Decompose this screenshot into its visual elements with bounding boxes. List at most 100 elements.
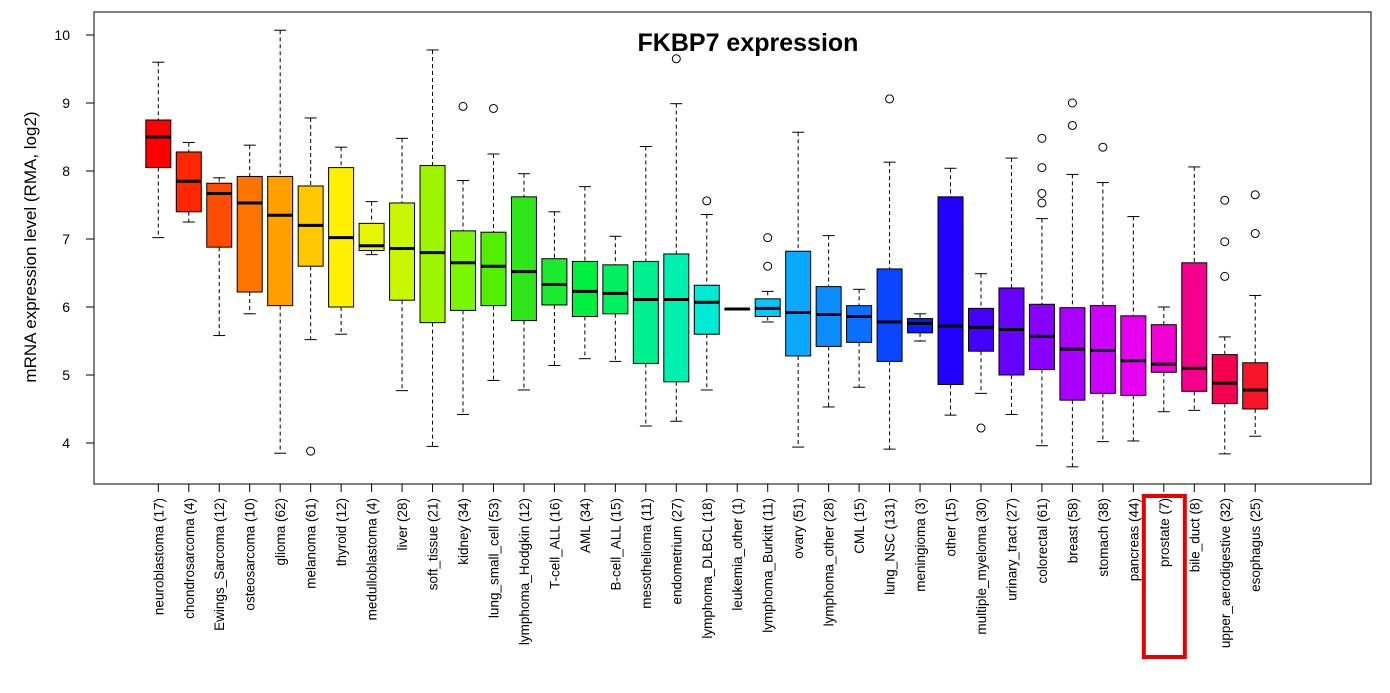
outlier-point: [1220, 271, 1230, 281]
box-body: [663, 253, 690, 383]
x-category-label: CML (15): [852, 498, 867, 554]
box-multiple-myeloma: [967, 273, 994, 433]
box-body: [267, 175, 294, 307]
box-body: [602, 264, 629, 315]
box-body: [389, 202, 416, 301]
x-category-label: multiple_myeloma (30): [974, 498, 989, 635]
x-category-label: glioma (62): [273, 498, 288, 566]
outlier-point: [1037, 163, 1047, 173]
box-aml: [571, 186, 598, 360]
x-category-label: thyroid (12): [334, 498, 349, 566]
box-body: [815, 286, 842, 347]
box-body: [998, 287, 1025, 376]
box-thyroid: [328, 146, 355, 335]
box-body: [937, 196, 964, 386]
box-body: [145, 119, 172, 169]
x-category-label: soft_tissue (21): [426, 498, 441, 590]
box-body: [541, 258, 568, 306]
box-chondrosarcoma: [175, 141, 202, 223]
box-colorectal: [1028, 133, 1055, 447]
outlier-point: [763, 233, 773, 243]
y-tick-label: 5: [62, 367, 70, 383]
outlier-point: [488, 103, 498, 113]
box-body: [785, 250, 812, 357]
x-category-label: osteosarcoma (10): [243, 498, 258, 611]
box-esophagus: [1242, 190, 1269, 437]
x-category-label: leukemia_other (1): [730, 498, 745, 611]
box-lymphoma-burkitt: [754, 233, 781, 323]
x-category-label: chondrosarcoma (4): [182, 498, 197, 619]
y-tick-label: 8: [62, 163, 70, 179]
box-kidney: [450, 101, 476, 415]
box-body: [967, 307, 994, 352]
x-category-label: AML (34): [578, 498, 593, 553]
x-category-label: B-cell_ALL (15): [608, 498, 623, 591]
box-neuroblastoma: [145, 61, 172, 239]
box-other: [937, 167, 964, 416]
box-mesothelioma: [632, 146, 659, 427]
box-body: [419, 165, 446, 324]
box-breast: [1059, 98, 1086, 468]
outlier-point: [1098, 142, 1108, 152]
y-tick-label: 4: [62, 435, 70, 451]
x-category-label: T-cell_ALL (16): [547, 498, 562, 589]
x-category-label: Ewings_Sarcoma (12): [212, 498, 227, 631]
outlier-point: [1037, 198, 1047, 208]
box-urinary-tract: [998, 157, 1025, 415]
x-category-label: liver (28): [395, 498, 410, 551]
x-category-label: upper_aerodigestive (32): [1218, 498, 1233, 648]
box-upper-aerodigestive: [1211, 195, 1238, 455]
box-body: [236, 175, 263, 293]
y-axis: 4 5 6 7 8 9 10: [54, 27, 94, 451]
outlier-point: [976, 423, 986, 433]
box-leukemia-other: [724, 307, 751, 311]
box-body: [1059, 307, 1086, 401]
x-category-label: esophagus (25): [1248, 498, 1263, 592]
box-b-cell-all: [602, 235, 629, 362]
x-category-label: lymphoma_other (28): [822, 498, 837, 626]
box-body: [480, 231, 507, 307]
outlier-point: [458, 101, 468, 111]
outlier-point: [1037, 133, 1047, 143]
outlier-point: [702, 196, 712, 206]
box-glioma: [267, 29, 294, 454]
outlier-point: [1250, 190, 1260, 200]
x-category-label: lung_NSC (131): [883, 498, 898, 595]
x-axis-labels: neuroblastoma (17) chondrosarcoma (4) Ewin…: [151, 484, 1263, 648]
box-body: [1181, 262, 1208, 392]
box-body: [907, 318, 934, 334]
outlier-point: [1220, 237, 1230, 247]
box-soft-tissue: [419, 49, 446, 447]
y-tick-label: 10: [54, 27, 70, 43]
highlight-frame: [1141, 494, 1187, 659]
x-category-label: mesothelioma (11): [639, 498, 654, 609]
x-category-label: prostate (7): [1157, 498, 1172, 567]
x-category-label: stomach (38): [1096, 498, 1111, 577]
outlier-point: [1220, 195, 1230, 205]
box-stomach: [1089, 142, 1116, 443]
outlier-point: [306, 446, 316, 456]
box-lung-small-cell: [480, 103, 507, 381]
plot-frame: [93, 11, 1372, 485]
box-liver: [389, 137, 416, 392]
box-bile-duct: [1181, 166, 1208, 411]
x-category-label: ovary (51): [791, 498, 806, 559]
outlier-point: [763, 261, 773, 271]
x-category-label: bile_duct (8): [1187, 498, 1202, 572]
outlier-point: [1067, 98, 1077, 108]
outlier-point: [885, 94, 895, 104]
outlier-point: [1250, 229, 1260, 239]
box-ovary: [785, 131, 812, 448]
box-body: [693, 284, 720, 335]
box-cml: [846, 288, 873, 388]
box-body: [632, 260, 659, 364]
box-lymphoma-dlbcl: [693, 196, 720, 391]
x-category-label: meningioma (3): [913, 498, 928, 592]
outlier-point: [1037, 188, 1047, 198]
x-category-label: melanoma (61): [304, 498, 319, 589]
box-body: [1120, 315, 1147, 396]
box-body: [571, 260, 598, 318]
box-ewings-sarcoma: [206, 177, 233, 337]
box-t-cell-all: [541, 211, 568, 366]
